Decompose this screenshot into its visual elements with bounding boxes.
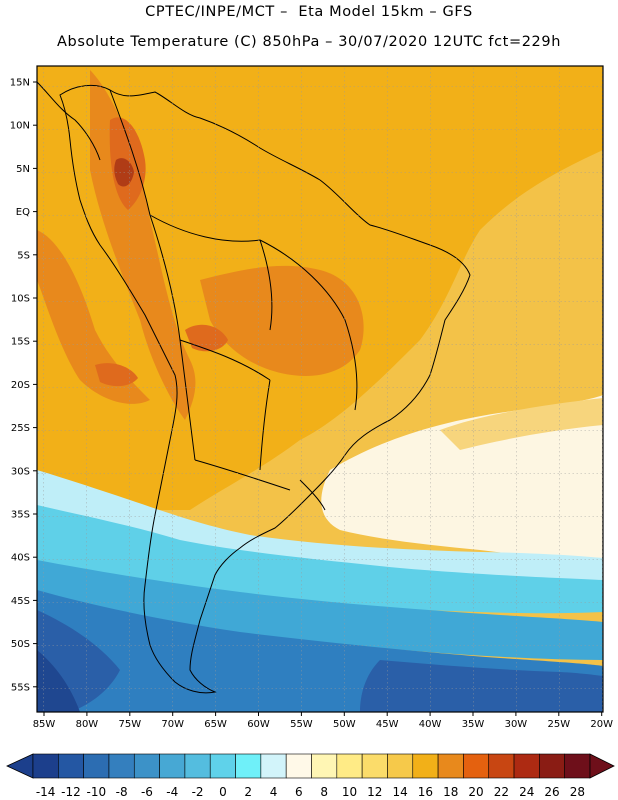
plot-frame bbox=[36, 65, 604, 713]
lon-label: 75W bbox=[118, 719, 141, 730]
colorbar-segment bbox=[463, 753, 490, 779]
colorbar-label: -14 bbox=[36, 785, 56, 799]
lat-label: 55S bbox=[11, 682, 30, 693]
lat-label: 15S bbox=[11, 337, 30, 348]
map-title-line1: CPTEC/INPE/MCT – Eta Model 15km – GFS bbox=[145, 4, 473, 20]
colorbar-label: -10 bbox=[86, 785, 106, 799]
colorbar-label: 16 bbox=[418, 785, 433, 799]
longitude-axis: 85W 80W 75W 70W 65W 60W 55W 50W 45W 40W 35W 30W 25W 2… bbox=[33, 712, 613, 730]
colorbar-label: -6 bbox=[141, 785, 153, 799]
lon-label: 60W bbox=[247, 719, 270, 730]
lon-label: 85W bbox=[33, 719, 56, 730]
colorbar-label: -2 bbox=[192, 785, 204, 799]
lon-label: 30W bbox=[505, 719, 528, 730]
colorbar-segment bbox=[133, 753, 160, 779]
colorbar-segment bbox=[184, 753, 211, 779]
colorbar-segment bbox=[285, 753, 312, 779]
colorbar-segment bbox=[361, 753, 388, 779]
lon-label: 35W bbox=[462, 719, 485, 730]
lon-label: 25W bbox=[547, 719, 570, 730]
colorbar-segment bbox=[311, 753, 338, 779]
colorbar-segment bbox=[336, 753, 363, 779]
colorbar-segment bbox=[159, 753, 186, 779]
lon-label: 70W bbox=[161, 719, 184, 730]
lat-label: EQ bbox=[16, 207, 30, 218]
colorbar-label: -8 bbox=[116, 785, 128, 799]
colorbar-segment bbox=[412, 753, 439, 779]
colorbar-label: -4 bbox=[166, 785, 178, 799]
colorbar-label: 28 bbox=[570, 785, 585, 799]
colorbar-segment bbox=[108, 753, 135, 779]
lat-label: 50S bbox=[11, 639, 30, 650]
lat-label: 5S bbox=[17, 250, 30, 261]
colorbar-label: 14 bbox=[392, 785, 407, 799]
colorbar-segment bbox=[513, 753, 540, 779]
lat-label: 5N bbox=[16, 164, 30, 175]
lon-label: 65W bbox=[204, 719, 227, 730]
colorbar-segment bbox=[488, 753, 515, 779]
colorbar-segment bbox=[387, 753, 414, 779]
colorbar-segment bbox=[235, 753, 262, 779]
colorbar-label: 4 bbox=[270, 785, 278, 799]
colorbar-segment bbox=[564, 753, 591, 779]
colorbar-segment bbox=[437, 753, 464, 779]
lat-label: 30S bbox=[11, 466, 30, 477]
colorbar-label: 24 bbox=[519, 785, 534, 799]
lon-label: 20W bbox=[590, 719, 613, 730]
colorbar-low-arrow bbox=[6, 753, 34, 779]
colorbar-label: 12 bbox=[367, 785, 382, 799]
lat-label: 10N bbox=[10, 121, 30, 132]
lat-label: 25S bbox=[11, 423, 30, 434]
colorbar-segment bbox=[209, 753, 236, 779]
colorbar-high-arrow bbox=[589, 753, 615, 779]
lat-label: 10S bbox=[11, 294, 30, 305]
lat-label: 40S bbox=[11, 553, 30, 564]
colorbar-label: 26 bbox=[544, 785, 559, 799]
colorbar-label: 10 bbox=[342, 785, 357, 799]
colorbar-segment bbox=[32, 753, 59, 779]
lon-label: 40W bbox=[419, 719, 442, 730]
lat-label: 35S bbox=[11, 510, 30, 521]
lon-label: 50W bbox=[333, 719, 356, 730]
colorbar: -14 -12 -10 -8 -6 -4 -2 0 2 4 6 8 10 12 14 16 18 20 22 24 26… bbox=[6, 753, 615, 799]
colorbar-segment bbox=[58, 753, 84, 779]
lat-lon-grid bbox=[37, 66, 603, 712]
colorbar-label: 2 bbox=[244, 785, 252, 799]
colorbar-segment bbox=[539, 753, 565, 779]
lon-label: 45W bbox=[376, 719, 399, 730]
colorbar-label: 20 bbox=[468, 785, 483, 799]
lat-label: 45S bbox=[11, 596, 30, 607]
colorbar-label: 0 bbox=[219, 785, 227, 799]
colorbar-label: 8 bbox=[320, 785, 328, 799]
colorbar-label: 6 bbox=[295, 785, 303, 799]
lon-label: 55W bbox=[290, 719, 313, 730]
colorbar-label: 22 bbox=[494, 785, 509, 799]
map-title-line2: Absolute Temperature (C) 850hPa – 30/07/… bbox=[57, 34, 561, 50]
latitude-axis: 15N 10N 5N EQ 5S 10S 15S 20S 25S 30S 35S 40S 45S 50S 5… bbox=[10, 78, 37, 693]
colorbar-segment bbox=[260, 753, 287, 779]
lat-label: 15N bbox=[10, 78, 30, 89]
lat-label: 20S bbox=[11, 380, 30, 391]
lon-label: 80W bbox=[76, 719, 99, 730]
colorbar-label: 18 bbox=[443, 785, 458, 799]
colorbar-segment bbox=[83, 753, 110, 779]
colorbar-label: -12 bbox=[61, 785, 81, 799]
